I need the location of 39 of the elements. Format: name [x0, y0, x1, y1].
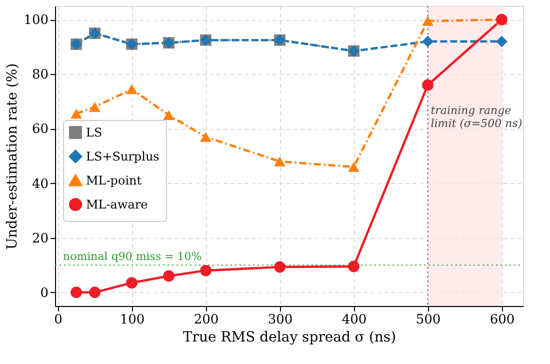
point: [89, 102, 100, 112]
point: [274, 156, 286, 166]
point: [126, 84, 138, 94]
point: [496, 36, 508, 48]
y-tick-label: 40: [32, 176, 48, 192]
point: [200, 132, 212, 142]
x-tick-label: 300: [268, 312, 293, 328]
point: [422, 36, 434, 48]
x-tick-label: 0: [54, 312, 62, 328]
legend-label: LS: [86, 126, 102, 140]
y-tick-label: 20: [32, 231, 48, 246]
point: [70, 286, 82, 298]
y-tick-label: 80: [32, 68, 48, 83]
y-tick-label: 60: [32, 122, 48, 138]
y-axis-title: Under-estimation rate (%): [4, 63, 21, 250]
point: [348, 162, 360, 172]
ref-line-label: training range limit (σ=500 ns): [430, 104, 522, 130]
point: [274, 261, 286, 273]
y-tick-label: 100: [24, 13, 48, 28]
point: [348, 260, 360, 272]
legend-label: ML-point: [86, 174, 142, 188]
ref-line-label: nominal q90 miss = 10%: [63, 250, 202, 264]
legend-label: LS+Surplus: [86, 150, 160, 164]
x-tick-label: 500: [416, 312, 441, 328]
x-axis-title: True RMS delay spread σ (ns): [182, 330, 396, 346]
x-tick-label: 600: [490, 312, 515, 328]
point: [422, 79, 434, 91]
point: [89, 286, 100, 298]
point: [163, 110, 174, 120]
point: [70, 108, 82, 119]
x-tick-label: 400: [342, 312, 367, 328]
y-tick-label: 0: [40, 286, 48, 301]
x-tick-label: 100: [120, 312, 145, 328]
point: [126, 277, 138, 289]
x-tick-label: 200: [194, 312, 219, 328]
point: [200, 264, 212, 276]
legend-label: ML-aware: [86, 198, 148, 212]
point: [163, 270, 174, 282]
point: [422, 16, 434, 26]
